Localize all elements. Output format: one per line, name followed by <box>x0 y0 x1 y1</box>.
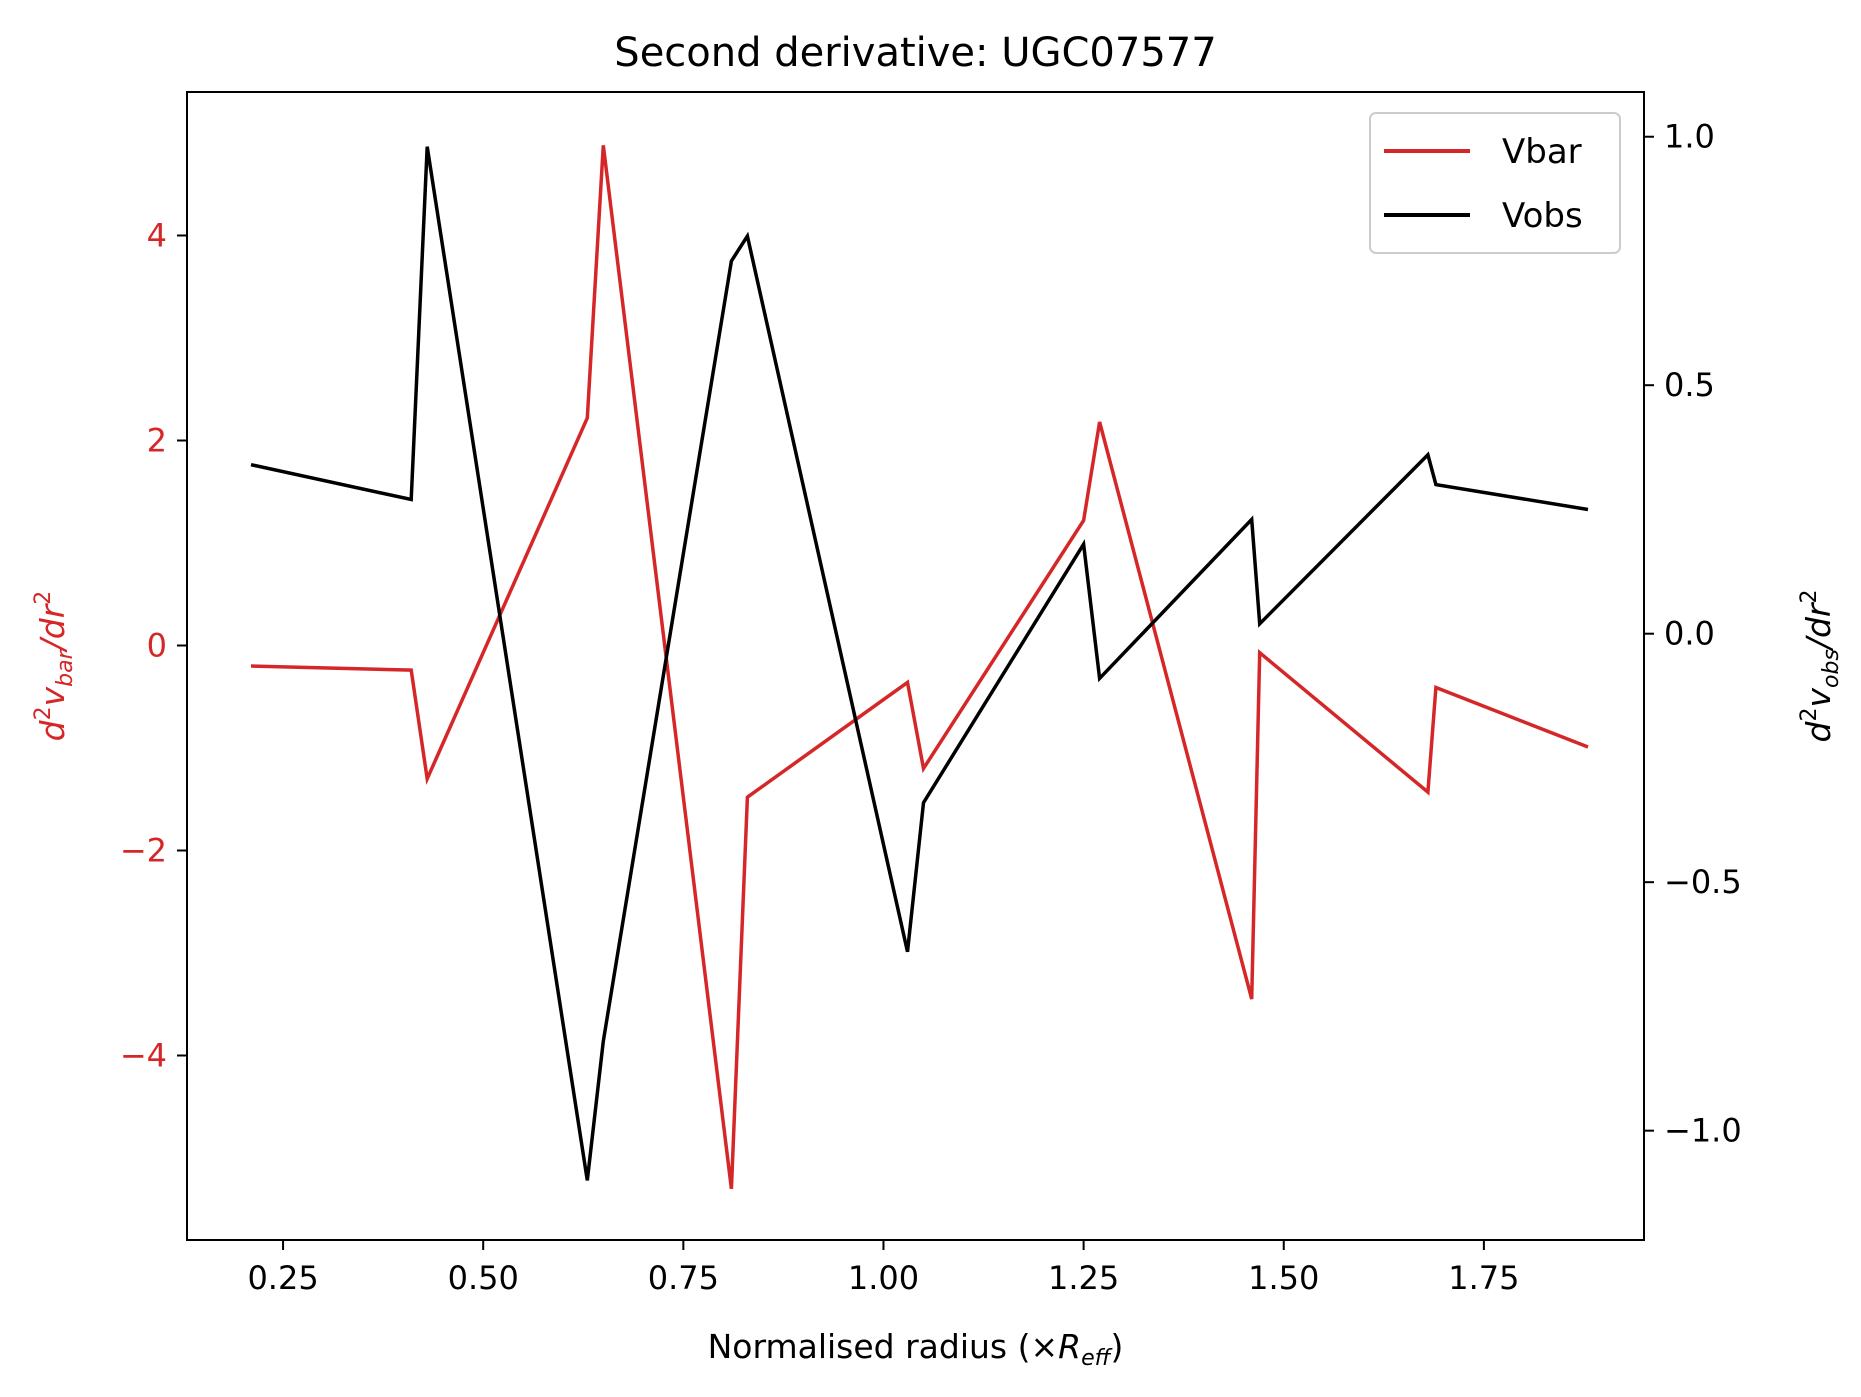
y-right-tick-label: 0.5 <box>1664 366 1715 404</box>
y-right-tick-label: 1.0 <box>1664 118 1715 156</box>
legend-box <box>1369 112 1621 254</box>
x-tick-label: 0.50 <box>448 1259 519 1297</box>
y-axis-left: −4 −2 0 2 4 <box>120 217 187 1075</box>
x-tick-label: 1.00 <box>848 1259 919 1297</box>
y-left-tick-label: 2 <box>147 422 167 460</box>
y-right-tick-label: −1.0 <box>1664 1112 1742 1150</box>
y-axis-right: −1.0 −0.5 0.0 0.5 1.0 <box>1644 118 1742 1150</box>
legend-label-vbar: Vbar <box>1502 132 1582 172</box>
x-axis: 0.25 0.50 0.75 1.00 1.25 1.50 1.75 <box>247 1240 1520 1297</box>
series-line-vobs <box>250 146 1589 1181</box>
x-tick-label: 1.25 <box>1048 1259 1119 1297</box>
plot-frame <box>186 91 1645 1241</box>
y-right-tick-label: −0.5 <box>1664 863 1742 901</box>
y-left-tick-label: −2 <box>120 832 167 870</box>
y-left-tick-label: 4 <box>147 217 167 255</box>
x-tick-label: 1.50 <box>1248 1259 1319 1297</box>
series-line-vbar <box>250 145 1589 1190</box>
y-axis-right-label: d2vobs/dr2 <box>1797 589 1844 742</box>
series-layer <box>250 145 1589 1190</box>
x-tick-label: 0.75 <box>648 1259 719 1297</box>
y-axis-left-label: d2vbar/dr2 <box>31 591 78 742</box>
y-left-tick-label: 0 <box>147 627 167 665</box>
x-tick-label: 1.75 <box>1448 1259 1519 1297</box>
legend: Vbar Vobs <box>1369 112 1621 254</box>
y-left-tick-label: −4 <box>120 1037 167 1075</box>
plot-area <box>186 91 1645 1241</box>
x-tick-label: 0.25 <box>247 1259 318 1297</box>
y-right-tick-label: 0.0 <box>1664 615 1715 653</box>
x-axis-label: Normalised radius (×Reff) <box>708 1327 1124 1371</box>
chart-title: Second derivative: UGC07577 <box>614 30 1216 76</box>
legend-label-vobs: Vobs <box>1502 196 1583 236</box>
